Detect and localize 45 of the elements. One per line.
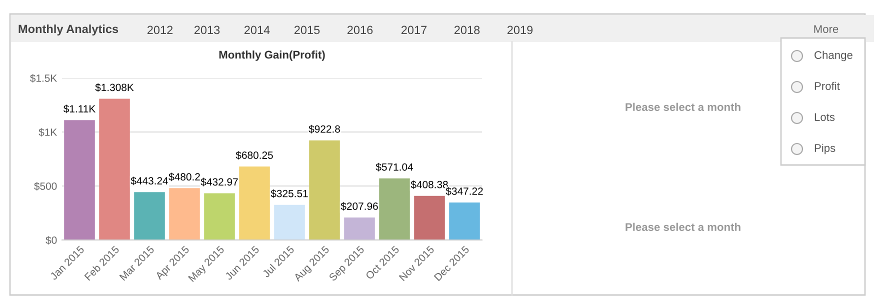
data-label: $408.38 bbox=[410, 180, 448, 189]
chart-title: Monthly Gain(Profit) bbox=[219, 50, 325, 61]
text: Pips bbox=[814, 144, 836, 154]
text: Change bbox=[814, 50, 852, 62]
bar bbox=[414, 196, 445, 240]
data-label: $571.04 bbox=[376, 162, 414, 172]
y-tick-label: $500 bbox=[34, 182, 57, 190]
text: Monthly Analytics bbox=[18, 24, 118, 36]
data-label: $1.308K bbox=[95, 83, 134, 92]
text: 2019 bbox=[507, 26, 533, 34]
data-label: $1.11K bbox=[63, 104, 96, 114]
data-label: $680.25 bbox=[236, 151, 273, 160]
text: Lots bbox=[814, 113, 835, 121]
bar bbox=[309, 140, 340, 240]
bar bbox=[449, 202, 480, 240]
data-label: $922.8 bbox=[308, 124, 340, 134]
data-label: $325.51 bbox=[270, 189, 308, 198]
text: 2013 bbox=[194, 26, 220, 34]
text: 2012 bbox=[147, 26, 173, 34]
bar bbox=[169, 188, 200, 240]
data-label: $432.97 bbox=[200, 178, 238, 186]
text: More bbox=[814, 25, 838, 33]
bar bbox=[134, 192, 165, 240]
text: Profit bbox=[814, 82, 840, 90]
y-tick-label: $1K bbox=[38, 128, 58, 136]
text: 2015 bbox=[294, 26, 320, 34]
text: 2017 bbox=[401, 26, 427, 34]
text: 2016 bbox=[347, 26, 373, 34]
data-label: $207.96 bbox=[340, 202, 378, 211]
text: 2018 bbox=[454, 26, 480, 34]
data-label: $347.22 bbox=[446, 187, 483, 196]
text: 2014 bbox=[244, 26, 270, 34]
bar bbox=[239, 166, 270, 240]
bar bbox=[379, 178, 410, 240]
text: Please select a month bbox=[626, 102, 740, 111]
text: Please select a month bbox=[626, 222, 740, 231]
y-tick-label: $1.5K bbox=[30, 74, 58, 82]
y-tick-label: $0 bbox=[46, 236, 57, 244]
data-label: $480.2 bbox=[168, 172, 200, 182]
bar bbox=[204, 193, 235, 240]
bar bbox=[99, 98, 130, 240]
bar bbox=[64, 120, 95, 240]
bar bbox=[344, 218, 375, 240]
bar bbox=[274, 204, 305, 240]
data-label: $443.24 bbox=[130, 176, 168, 186]
